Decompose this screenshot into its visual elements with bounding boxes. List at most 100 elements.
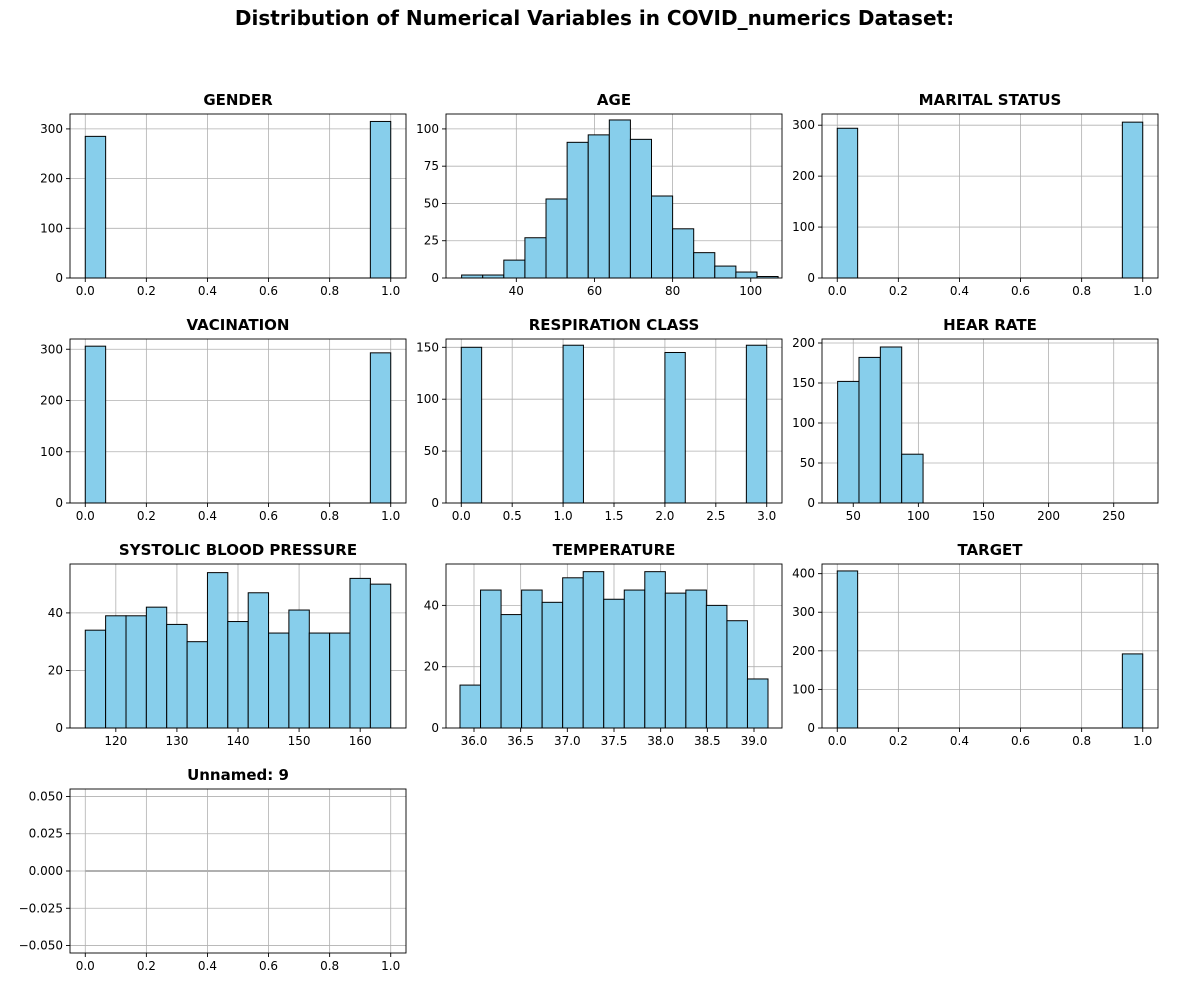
histogram-bar xyxy=(459,684,482,729)
histogram-bar xyxy=(480,589,502,729)
subplot-title: Unnamed: 9 xyxy=(187,766,289,784)
subplot-title: SYSTOLIC BLOOD PRESSURE xyxy=(119,541,357,559)
y-tick-label: 400 xyxy=(792,567,815,581)
y-tick-label: 200 xyxy=(792,336,815,350)
histogram-bar xyxy=(84,135,107,279)
x-tick-label: 40 xyxy=(509,284,524,298)
x-tick-label: 120 xyxy=(104,734,127,748)
histogram-bar xyxy=(329,632,351,729)
histogram-bar xyxy=(545,198,568,279)
histogram-bar xyxy=(166,623,188,729)
x-tick-label: 38.5 xyxy=(694,734,721,748)
y-tick-label: 0 xyxy=(807,271,815,285)
histogram-bar xyxy=(705,604,728,729)
histogram-bar xyxy=(308,632,331,729)
x-tick-label: 38.0 xyxy=(647,734,674,748)
subplot-2: 40 60 80 100 0 25 50 75 100 AGE xyxy=(416,91,783,298)
x-tick-label: 1.0 xyxy=(381,284,400,298)
histogram-bar xyxy=(651,195,674,279)
y-tick-label: 100 xyxy=(40,445,63,459)
x-tick-label: 0.6 xyxy=(259,284,278,298)
y-tick-label: 300 xyxy=(40,342,63,356)
x-tick-label: 0.0 xyxy=(828,734,847,748)
x-tick-label: 0.4 xyxy=(198,284,217,298)
y-tick-label: 100 xyxy=(792,220,815,234)
subplot-title: GENDER xyxy=(203,91,273,109)
x-tick-label: 0.4 xyxy=(950,734,969,748)
x-tick-label: 1.0 xyxy=(381,509,400,523)
x-tick-label: 140 xyxy=(227,734,250,748)
histogram-bar xyxy=(746,678,769,729)
histogram-bar xyxy=(858,356,881,504)
histogram-bar xyxy=(84,345,107,504)
histogram-bar xyxy=(125,615,147,729)
y-tick-label: 100 xyxy=(792,682,815,696)
histogram-bar xyxy=(369,352,392,504)
histogram-bar xyxy=(693,252,716,279)
histogram-bar xyxy=(629,138,653,279)
x-tick-label: 250 xyxy=(1102,509,1125,523)
histogram-bar xyxy=(879,346,903,504)
y-tick-label: 40 xyxy=(48,606,63,620)
x-tick-label: 3.0 xyxy=(757,509,776,523)
y-tick-label: 0.000 xyxy=(29,864,63,878)
x-tick-label: 0.8 xyxy=(320,284,339,298)
subplot-3: 0.0 0.2 0.4 0.6 0.8 1.0 0 100 200 300 MARITAL STAT… xyxy=(792,91,1159,298)
histogram-bar xyxy=(349,577,371,729)
x-tick-label: 37.0 xyxy=(554,734,581,748)
subplot-title: RESPIRATION CLASS xyxy=(529,316,700,334)
histogram-bar xyxy=(105,615,127,729)
histogram-bar xyxy=(726,620,748,729)
x-tick-label: 39.0 xyxy=(741,734,768,748)
x-tick-label: 0.0 xyxy=(828,284,847,298)
y-tick-label: 0.025 xyxy=(29,827,63,841)
y-tick-label: 0 xyxy=(807,721,815,735)
y-tick-label: 75 xyxy=(424,159,439,173)
x-tick-label: 36.5 xyxy=(507,734,534,748)
x-tick-label: 150 xyxy=(288,734,311,748)
y-tick-label: 0 xyxy=(431,721,439,735)
histogram-bar xyxy=(664,351,686,504)
x-tick-label: 150 xyxy=(972,509,995,523)
y-tick-label: 200 xyxy=(792,644,815,658)
x-tick-label: 36.0 xyxy=(461,734,488,748)
x-tick-label: 1.5 xyxy=(604,509,623,523)
histogram-bar xyxy=(735,271,758,279)
x-tick-label: 0.0 xyxy=(76,509,95,523)
subplot-6: 50 100 150 200 250 0 50 100 150 200 HEAR RATE xyxy=(792,316,1159,523)
y-tick-label: 100 xyxy=(416,122,439,136)
histogram-bar xyxy=(521,589,543,729)
y-tick-label: 300 xyxy=(40,122,63,136)
x-tick-label: 1.0 xyxy=(381,959,400,973)
x-tick-label: 0.4 xyxy=(950,284,969,298)
histogram-bar xyxy=(714,265,737,279)
histogram-bar xyxy=(288,609,310,729)
histogram-bar xyxy=(566,141,589,279)
histogram-bar xyxy=(503,259,526,279)
y-tick-label: 100 xyxy=(40,221,63,235)
x-tick-label: 130 xyxy=(165,734,188,748)
histogram-bar xyxy=(562,344,584,504)
x-tick-label: 37.5 xyxy=(601,734,628,748)
y-tick-label: 200 xyxy=(40,394,63,408)
x-tick-label: 60 xyxy=(587,284,602,298)
histogram-bar xyxy=(268,632,290,729)
histogram-bar xyxy=(227,621,249,729)
x-tick-label: 80 xyxy=(665,284,680,298)
y-tick-label: 100 xyxy=(416,392,439,406)
histogram-bar xyxy=(644,571,666,729)
axes-frame xyxy=(69,338,407,504)
x-tick-label: 0.2 xyxy=(137,959,156,973)
y-tick-label: 0 xyxy=(55,721,63,735)
histogram-bar xyxy=(582,571,605,729)
y-tick-label: 150 xyxy=(416,340,439,354)
x-tick-label: 0.4 xyxy=(198,509,217,523)
subplot-title: AGE xyxy=(597,91,631,109)
axes-frame xyxy=(821,113,1159,279)
x-tick-label: 0.6 xyxy=(1011,284,1030,298)
histogram-bar xyxy=(901,453,924,504)
subplot-title: HEAR RATE xyxy=(943,316,1037,334)
y-tick-label: 40 xyxy=(424,598,439,612)
x-tick-label: 100 xyxy=(739,284,762,298)
